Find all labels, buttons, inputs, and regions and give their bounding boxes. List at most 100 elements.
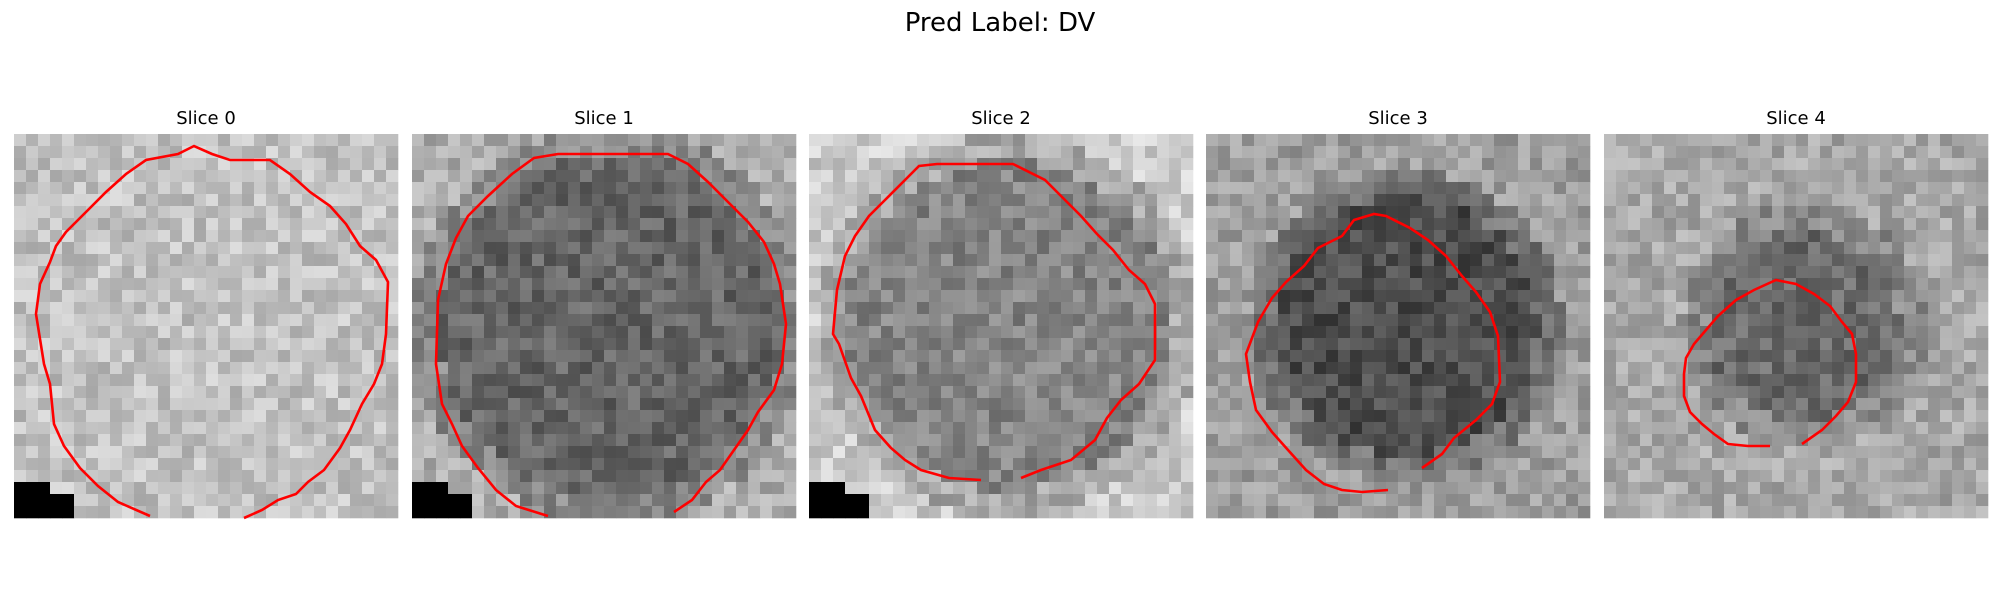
- image-pixel: [134, 374, 147, 387]
- image-pixel: [14, 374, 27, 387]
- image-pixel: [724, 386, 737, 399]
- image-pixel: [628, 206, 641, 219]
- image-pixel: [230, 254, 243, 267]
- image-pixel: [520, 470, 533, 483]
- image-pixel: [218, 398, 231, 411]
- image-pixel: [374, 446, 387, 459]
- image-pixel: [448, 206, 461, 219]
- image-pixel: [1326, 398, 1339, 411]
- image-pixel: [700, 206, 713, 219]
- image-pixel: [736, 482, 749, 495]
- image-pixel: [98, 398, 111, 411]
- image-pixel: [484, 278, 497, 291]
- image-pixel: [1350, 362, 1363, 375]
- image-pixel: [520, 242, 533, 255]
- image-pixel: [628, 290, 641, 303]
- image-pixel: [412, 146, 425, 159]
- image-pixel: [1049, 230, 1062, 243]
- image-pixel: [1073, 410, 1086, 423]
- image-pixel: [1001, 470, 1014, 483]
- image-pixel: [242, 470, 255, 483]
- image-pixel: [1278, 326, 1291, 339]
- image-pixel: [146, 158, 159, 171]
- image-pixel: [1446, 170, 1459, 183]
- image-pixel: [1350, 338, 1363, 351]
- image-pixel: [1458, 314, 1471, 327]
- image-pixel: [1145, 158, 1158, 171]
- image-pixel: [869, 374, 882, 387]
- image-pixel: [338, 314, 351, 327]
- image-pixel: [905, 206, 918, 219]
- image-pixel: [1760, 434, 1773, 447]
- image-pixel: [86, 278, 99, 291]
- image-pixel: [1446, 206, 1459, 219]
- image-pixel: [592, 266, 605, 279]
- image-pixel: [1628, 410, 1641, 423]
- image-pixel: [74, 314, 87, 327]
- image-pixel: [1169, 350, 1182, 363]
- image-pixel: [1025, 182, 1038, 195]
- image-pixel: [724, 338, 737, 351]
- image-pixel: [1410, 194, 1423, 207]
- image-pixel: [809, 218, 822, 231]
- image-pixel: [748, 242, 761, 255]
- image-pixel: [182, 326, 195, 339]
- image-pixel: [592, 434, 605, 447]
- image-pixel: [1940, 374, 1953, 387]
- image-pixel: [1506, 158, 1519, 171]
- image-pixel: [158, 410, 171, 423]
- image-pixel: [1181, 458, 1194, 471]
- image-pixel: [929, 206, 942, 219]
- image-pixel: [652, 482, 665, 495]
- image-pixel: [26, 218, 39, 231]
- image-pixel: [1157, 146, 1170, 159]
- image-pixel: [1628, 446, 1641, 459]
- image-pixel: [568, 242, 581, 255]
- image-pixel: [424, 386, 437, 399]
- image-pixel: [1362, 374, 1375, 387]
- image-pixel: [772, 314, 785, 327]
- image-pixel: [760, 470, 773, 483]
- image-pixel: [374, 386, 387, 399]
- image-pixel: [1025, 506, 1038, 519]
- image-pixel: [1482, 422, 1495, 435]
- image-pixel: [893, 446, 906, 459]
- image-pixel: [760, 194, 773, 207]
- image-pixel: [1964, 302, 1977, 315]
- image-pixel: [278, 434, 291, 447]
- image-pixel: [1832, 230, 1845, 243]
- image-pixel: [1218, 446, 1231, 459]
- image-pixel: [254, 242, 267, 255]
- image-pixel: [38, 506, 51, 519]
- image-pixel: [1181, 230, 1194, 243]
- image-pixel: [206, 158, 219, 171]
- image-pixel: [1061, 494, 1074, 507]
- image-pixel: [74, 506, 87, 519]
- image-pixel: [1145, 386, 1158, 399]
- image-pixel: [1506, 278, 1519, 291]
- image-pixel: [1302, 506, 1315, 519]
- image-pixel: [1772, 314, 1785, 327]
- image-pixel: [1628, 362, 1641, 375]
- image-pixel: [1542, 398, 1555, 411]
- image-pixel: [350, 266, 363, 279]
- image-pixel: [977, 494, 990, 507]
- image-pixel: [580, 326, 593, 339]
- image-pixel: [1326, 338, 1339, 351]
- image-pixel: [1554, 290, 1567, 303]
- image-pixel: [1326, 326, 1339, 339]
- image-pixel: [1254, 290, 1267, 303]
- image-pixel: [158, 266, 171, 279]
- image-pixel: [170, 254, 183, 267]
- image-pixel: [1073, 218, 1086, 231]
- image-pixel: [386, 446, 399, 459]
- image-pixel: [1844, 302, 1857, 315]
- image-pixel: [1700, 170, 1713, 183]
- image-pixel: [784, 326, 797, 339]
- image-pixel: [821, 338, 834, 351]
- image-pixel: [338, 458, 351, 471]
- image-pixel: [134, 302, 147, 315]
- image-pixel: [194, 362, 207, 375]
- image-pixel: [760, 146, 773, 159]
- image-pixel: [1700, 398, 1713, 411]
